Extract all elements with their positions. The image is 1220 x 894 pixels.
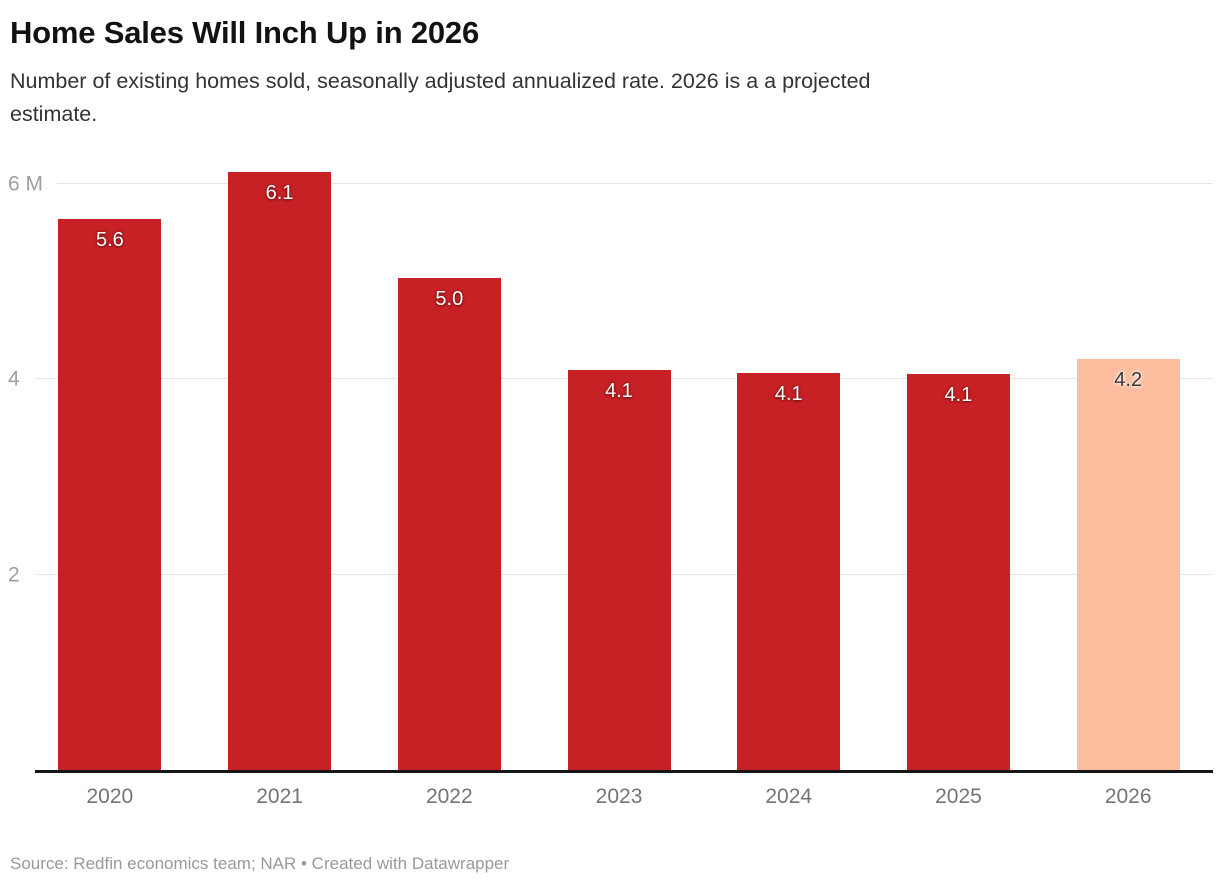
bar-value-label-2021: 6.1 [265,181,294,204]
bar-value-label-2020: 5.6 [95,228,124,251]
bar-2022: 5.0 [397,278,501,770]
x-axis-label-2026: 2026 [1104,785,1152,808]
bar-2026: 4.2 [1076,359,1180,770]
x-axis-baseline [35,770,1213,773]
bar-value-label-2026: 4.2 [1114,369,1143,392]
bar-value-label-2023: 4.1 [605,380,633,403]
bars-row: 5.6 6.1 5.0 4.1 4.1 4.1 4.2 [25,164,1213,770]
x-axis-label-2021: 2021 [256,785,303,808]
x-axis-label-2023: 2023 [595,785,643,808]
source-attribution: Source: Redfin economics team; NAR • Cre… [10,854,510,873]
bar-2021: 6.1 [228,171,332,770]
chart-subtitle-line-1: Number of existing homes sold, seasonall… [10,68,871,93]
bar-2025: 4.1 [906,374,1010,770]
bar-slot-2024: 4.1 [704,164,874,770]
bar-value-label-2025: 4.1 [944,384,973,407]
chart-title: Home Sales Will Inch Up in 2026 [10,15,480,50]
bar-2024: 4.1 [737,373,841,770]
bar-slot-2022: 5.0 [364,164,534,770]
plot-area: 2 4 6 M 5.6 6.1 5.0 4.1 4.1 4.1 4.2 [8,164,1213,770]
bar-slot-2026: 4.2 [1043,164,1213,770]
y-axis-tick-label-2: 2 [8,563,20,587]
x-axis-label-2025: 2025 [935,785,982,808]
y-axis-tick-label-4: 4 [8,367,20,391]
chart-subtitle: Number of existing homes sold, seasonall… [10,65,1210,131]
bar-slot-2021: 6.1 [195,164,365,770]
bar-2023: 4.1 [567,370,671,770]
x-axis-label-2020: 2020 [86,785,134,808]
bar-slot-2023: 4.1 [534,164,704,770]
gridline-6 [57,182,1213,184]
x-axis-labels: 2020 2021 2022 2023 2024 2025 2026 [25,773,1213,809]
chart-header: Home Sales Will Inch Up in 2026 Number o… [0,0,1220,164]
bar-slot-2025: 4.1 [874,164,1044,770]
chart-subtitle-line-2: estimate. [10,101,98,126]
bar-value-label-2024: 4.1 [774,383,803,406]
bar-2020: 5.6 [58,218,162,770]
x-axis-label-2022: 2022 [425,785,473,808]
x-axis-label-2024: 2024 [765,785,813,808]
y-axis-tick-label-6: 6 M [8,172,44,196]
bar-value-label-2022: 5.0 [435,288,464,311]
bar-slot-2020: 5.6 [25,164,195,770]
